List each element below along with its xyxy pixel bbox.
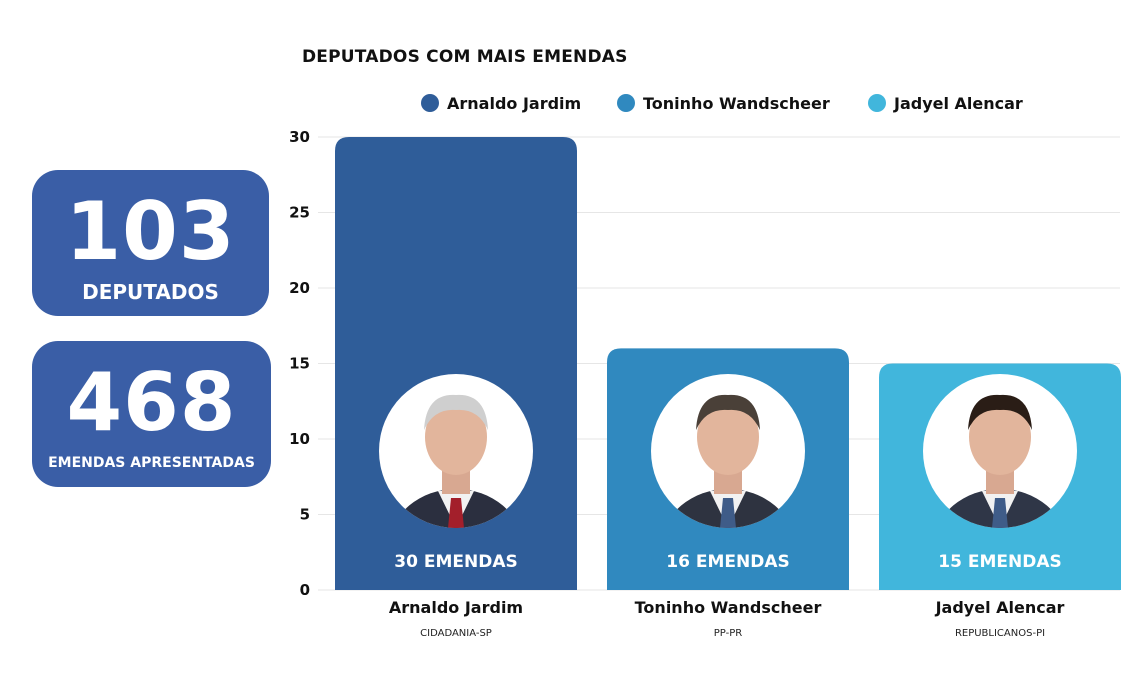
category-party: CIDADANIA-SP [420, 628, 492, 639]
bars: 30 EMENDAS 16 EMENDAS 15 EMENDAS [335, 137, 1121, 590]
legend-marker-0 [421, 94, 439, 112]
category-name: Toninho Wandscheer [635, 598, 822, 617]
avatar [379, 374, 533, 528]
person-icon [390, 394, 522, 528]
emendas-stat-card: 468 EMENDAS APRESENTADAS [32, 341, 271, 487]
legend-marker-2 [868, 94, 886, 112]
emendas-count: 468 [66, 356, 237, 449]
person-icon [662, 394, 794, 528]
chart-title: DEPUTADOS COM MAIS EMENDAS [302, 47, 628, 67]
bar-value-label: 30 EMENDAS [394, 552, 517, 572]
legend-label: Arnaldo Jardim [447, 94, 581, 113]
legend-label: Toninho Wandscheer [643, 94, 830, 113]
legend-marker-1 [617, 94, 635, 112]
y-tick-label: 30 [289, 128, 310, 146]
y-tick-label: 20 [289, 279, 310, 297]
y-tick-label: 10 [289, 430, 310, 448]
bar-value-label: 16 EMENDAS [666, 552, 789, 572]
deputados-label: DEPUTADOS [82, 280, 219, 304]
bar-value-label: 15 EMENDAS [938, 552, 1061, 572]
deputados-count: 103 [65, 185, 236, 278]
y-tick-label: 15 [289, 355, 310, 373]
y-tick-label: 0 [300, 581, 310, 599]
category-name: Jadyel Alencar [935, 598, 1065, 617]
category-labels: Arnaldo Jardim CIDADANIA-SP Toninho Wandsc… [389, 598, 1065, 639]
category-party: REPUBLICANOS-PI [955, 628, 1045, 639]
y-axis-ticks: 0 5 10 15 20 25 30 [289, 128, 310, 599]
deputados-stat-card: 103 DEPUTADOS [32, 170, 269, 316]
avatar [651, 374, 805, 528]
y-tick-label: 25 [289, 204, 310, 222]
chart-legend: Arnaldo Jardim Toninho Wandscheer Jadyel A… [421, 94, 1023, 113]
avatar [923, 374, 1077, 528]
category-name: Arnaldo Jardim [389, 598, 523, 617]
person-icon [934, 394, 1066, 528]
category-party: PP-PR [714, 628, 742, 639]
y-tick-label: 5 [300, 506, 310, 524]
emendas-label: EMENDAS APRESENTADAS [48, 455, 255, 471]
legend-label: Jadyel Alencar [893, 94, 1023, 113]
